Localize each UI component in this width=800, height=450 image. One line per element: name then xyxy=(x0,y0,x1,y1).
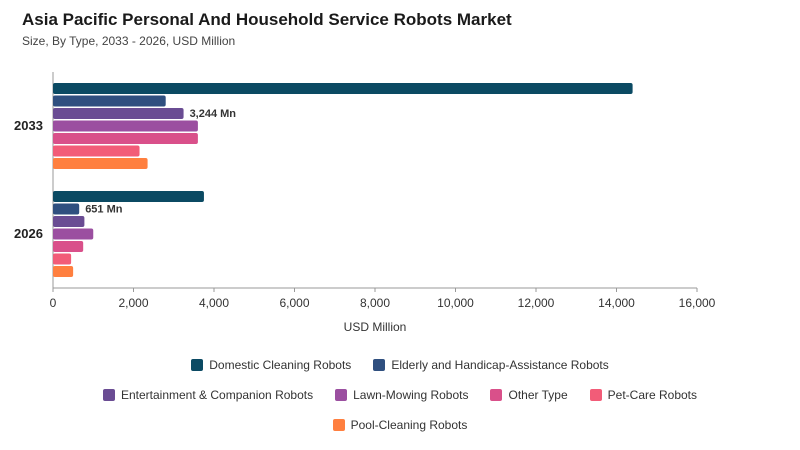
legend-label: Domestic Cleaning Robots xyxy=(209,358,352,372)
legend-label: Lawn-Mowing Robots xyxy=(353,388,469,402)
category-label-2033: 2033 xyxy=(14,118,43,133)
legend-label: Pool-Cleaning Robots xyxy=(350,418,468,432)
legend-row-1: Domestic Cleaning Robots Elderly and Han… xyxy=(0,350,800,380)
legend-swatch xyxy=(335,389,348,401)
legend-item-other-type[interactable]: Other Type xyxy=(490,388,568,402)
bar-2033 xyxy=(53,83,633,94)
bar-data-label: 651 Mn xyxy=(85,204,123,216)
bar-2033 xyxy=(53,145,140,157)
legend-swatch xyxy=(490,389,503,401)
x-tick-label: 6,000 xyxy=(279,296,309,310)
category-label-2026: 2026 xyxy=(14,226,43,241)
bar-2033 xyxy=(53,158,148,169)
x-tick-label: 4,000 xyxy=(199,296,229,310)
x-tick-label: 16,000 xyxy=(679,296,716,310)
legend-row-3: Pool-Cleaning Robots xyxy=(0,410,800,440)
legend-item-pet-care[interactable]: Pet-Care Robots xyxy=(589,388,698,402)
legend-item-elderly-assistance[interactable]: Elderly and Handicap-Assistance Robots xyxy=(373,358,609,372)
legend-item-pool-cleaning[interactable]: Pool-Cleaning Robots xyxy=(332,418,468,432)
bar-2026 xyxy=(53,216,85,227)
legend-item-lawn-mowing[interactable]: Lawn-Mowing Robots xyxy=(335,388,468,402)
bar-2033 xyxy=(53,133,198,144)
legend-swatch xyxy=(191,359,204,371)
bar-2033 xyxy=(53,120,198,132)
bar-2026 xyxy=(53,241,84,252)
legend-swatch xyxy=(373,359,386,371)
x-tick-label: 12,000 xyxy=(518,296,555,310)
legend-label: Other Type xyxy=(508,388,568,402)
bar-2033 xyxy=(53,95,166,107)
chart-legend: Domestic Cleaning Robots Elderly and Han… xyxy=(0,350,800,440)
legend-item-entertainment[interactable]: Entertainment & Companion Robots xyxy=(102,388,314,402)
legend-label: Pet-Care Robots xyxy=(607,388,698,402)
bar-2026 xyxy=(53,203,80,215)
x-axis-title: USD Million xyxy=(344,320,407,334)
legend-label: Elderly and Handicap-Assistance Robots xyxy=(391,358,609,372)
bar-2026 xyxy=(53,228,94,240)
x-tick-label: 10,000 xyxy=(437,296,474,310)
chart-title: Asia Pacific Personal And Household Serv… xyxy=(22,10,512,29)
x-tick-label: 0 xyxy=(50,296,57,310)
legend-swatch xyxy=(589,389,602,401)
legend-item-domestic-cleaning[interactable]: Domestic Cleaning Robots xyxy=(191,358,351,372)
legend-row-2: Entertainment & Companion Robots Lawn-Mo… xyxy=(0,380,800,410)
x-tick-label: 8,000 xyxy=(360,296,390,310)
bar-2033 xyxy=(53,108,184,119)
legend-swatch xyxy=(332,419,345,431)
x-tick-label: 14,000 xyxy=(598,296,635,310)
bar-chart: 0 2,000 4,000 6,000 8,000 10,000 12,000 14,000 1… xyxy=(14,72,716,334)
x-tick-label: 2,000 xyxy=(118,296,148,310)
legend-label: Entertainment & Companion Robots xyxy=(120,388,314,402)
bar-2026 xyxy=(53,253,72,265)
bar-2026 xyxy=(53,266,74,277)
bar-2026 xyxy=(53,191,204,202)
bar-data-label: 3,244 Mn xyxy=(190,108,237,120)
legend-swatch xyxy=(102,389,115,401)
chart-subtitle: Size, By Type, 2033 - 2026, USD Million xyxy=(22,34,236,48)
